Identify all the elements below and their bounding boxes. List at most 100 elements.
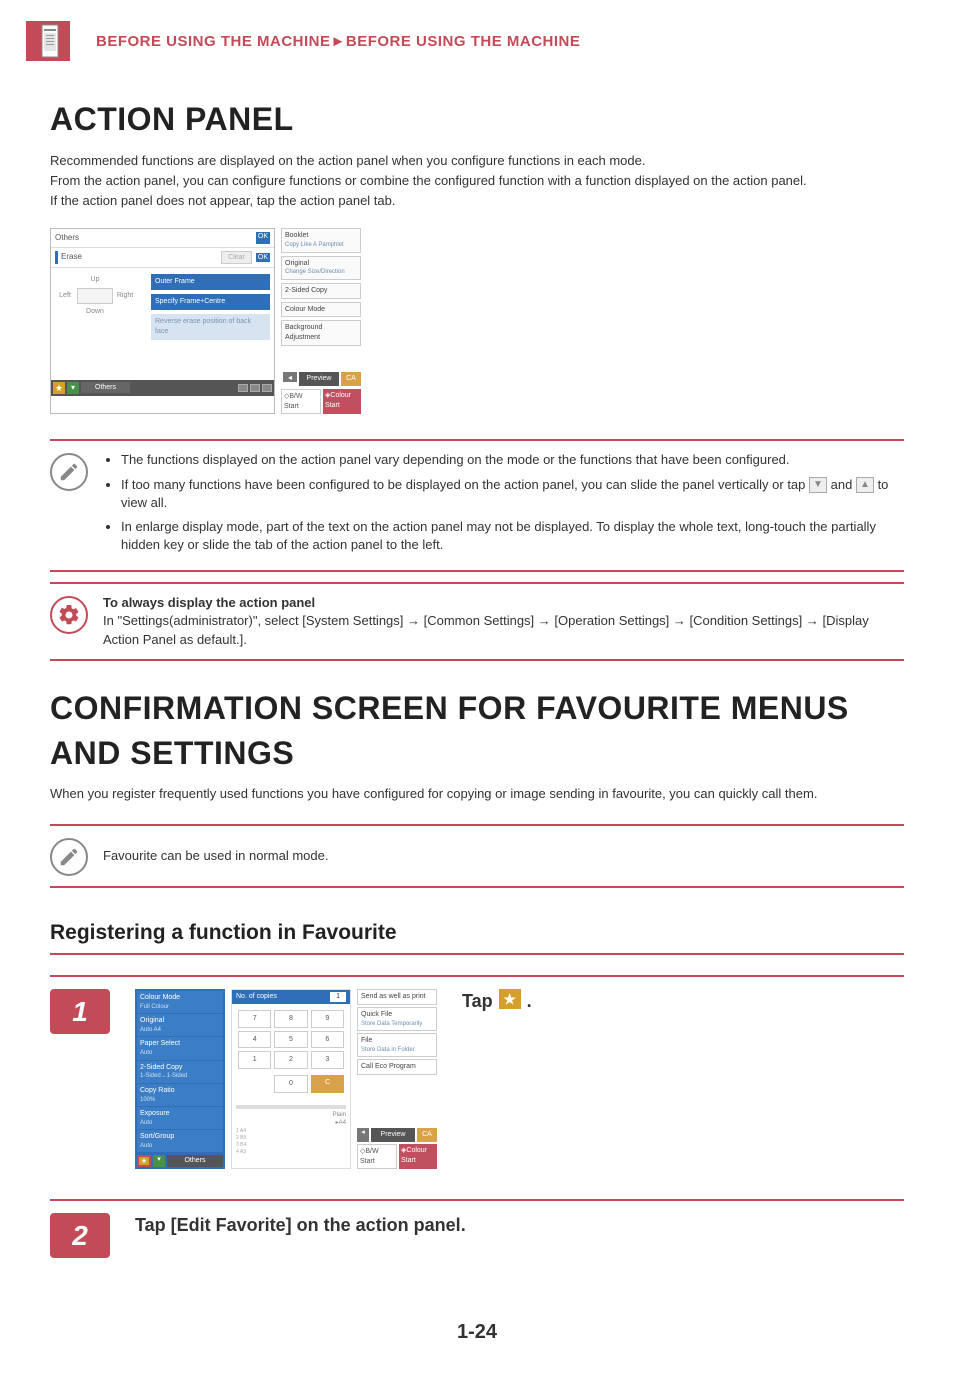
key-2[interactable]: 2: [274, 1051, 307, 1069]
row-value: Full Colour: [140, 1003, 220, 1011]
row-exposure[interactable]: ExposureAuto: [137, 1107, 223, 1129]
breadcrumb: BEFORE USING THE MACHINE►BEFORE USING TH…: [96, 31, 580, 52]
outer-frame-button[interactable]: Outer Frame: [151, 274, 270, 290]
clr-label: Colour: [406, 1147, 427, 1154]
erase-diagram: Up Left Right Down: [55, 274, 145, 339]
chevron-down-icon[interactable]: ▾: [67, 382, 79, 394]
header-bar: BEFORE USING THE MACHINE►BEFORE USING TH…: [0, 0, 954, 72]
ap-item-2sided[interactable]: 2-Sided Copy: [281, 283, 361, 299]
row-2sided[interactable]: 2-Sided Copy1-Sided→1-Sided: [137, 1061, 223, 1083]
key-6[interactable]: 6: [311, 1031, 344, 1049]
tray-info: Plain▸A4 1 A4 2 B5 3 B4 4 A3: [232, 1099, 350, 1160]
clear-button[interactable]: Clear: [221, 251, 252, 265]
ap-item-send[interactable]: Send as well as print: [357, 989, 437, 1005]
key-9[interactable]: 9: [311, 1010, 344, 1028]
favourite-star-icon-highlighted[interactable]: ★: [137, 1155, 151, 1167]
note3-body: Favourite can be used in normal mode.: [103, 847, 328, 865]
arrow-up-icon[interactable]: ▲: [856, 477, 874, 493]
section1-intro: Recommended functions are displayed on t…: [50, 152, 904, 211]
ap-item-original[interactable]: Original Change Size/Direction: [281, 256, 361, 280]
pencil-icon: [50, 838, 88, 876]
breadcrumb-sep: ►: [331, 33, 346, 50]
breadcrumb-right: BEFORE USING THE MACHINE: [346, 33, 581, 50]
ok-button-2[interactable]: OK: [256, 253, 270, 263]
slide-handle-icon[interactable]: ◂: [283, 372, 297, 382]
step1-text: Tap ★ .: [462, 989, 904, 1014]
intro-p1: Recommended functions are displayed on t…: [50, 152, 904, 170]
arrow-down-icon[interactable]: ▼: [809, 477, 827, 493]
note-info-1: The functions displayed on the action pa…: [50, 439, 904, 572]
page-number: 1-24: [50, 1318, 904, 1346]
ap-item-eco[interactable]: Call Eco Program: [357, 1059, 437, 1075]
colour-start-button[interactable]: ◈ColourStart: [323, 389, 361, 415]
ap-item-quickfile[interactable]: Quick FileStore Data Temporarily: [357, 1007, 437, 1031]
star-icon: ★: [499, 989, 521, 1009]
others-tab[interactable]: Others: [81, 382, 130, 394]
clr-sub: Start: [325, 402, 340, 409]
figure-left-panel: Others OK Erase Clear OK Up Left Right: [50, 228, 275, 414]
row-paper[interactable]: Paper SelectAuto: [137, 1037, 223, 1059]
row-colour-mode[interactable]: Colour ModeFull Colour: [137, 991, 223, 1013]
bw-start-button[interactable]: ◇B/WStart: [281, 389, 321, 415]
row-title: 2-Sided Copy: [140, 1064, 182, 1071]
note1-li2-b: and: [831, 477, 856, 492]
row-title: Original: [140, 1017, 164, 1024]
ap-item-file[interactable]: FileStore Data in Folder: [357, 1033, 437, 1057]
preview-button[interactable]: Preview: [299, 372, 339, 386]
specify-frame-button[interactable]: Specify Frame+Centre: [151, 294, 270, 310]
step1-keypad-panel: No. of copies1 7 8 9 4 5 6 1 2 3 0: [231, 989, 351, 1169]
section2-title: CONFIRMATION SCREEN FOR FAVOURITE MENUS …: [50, 686, 904, 776]
footer-thumbs: [238, 384, 272, 392]
key-3[interactable]: 3: [311, 1051, 344, 1069]
bw-sub: Start: [284, 403, 299, 410]
section1-title: ACTION PANEL: [50, 97, 904, 142]
row-original[interactable]: OriginalAuto A4: [137, 1014, 223, 1036]
row-value: Auto: [140, 1142, 220, 1150]
ap-item-colour[interactable]: Colour Mode: [281, 302, 361, 318]
bw-label: B/W: [289, 393, 302, 400]
bw-sub: Start: [360, 1158, 375, 1165]
clr-sub: Start: [401, 1157, 416, 1164]
key-0[interactable]: 0: [274, 1075, 309, 1093]
row-value: Auto: [140, 1049, 220, 1057]
pencil-icon: [50, 453, 88, 491]
subheading-register: Registering a function in Favourite: [50, 918, 904, 955]
bw-label: B/W: [365, 1148, 378, 1155]
others-tab[interactable]: Others: [167, 1155, 223, 1167]
ap-item-title: Quick File: [361, 1011, 392, 1018]
row-ratio[interactable]: Copy Ratio100%: [137, 1084, 223, 1106]
bw-start-button[interactable]: ◇B/WStart: [357, 1144, 397, 1170]
machine-icon: [20, 20, 76, 62]
ap-item-title: File: [361, 1037, 372, 1044]
left-label: Left: [59, 291, 71, 301]
copies-label: No. of copies: [236, 992, 277, 1002]
ca-button[interactable]: CA: [417, 1128, 437, 1142]
key-5[interactable]: 5: [274, 1031, 307, 1049]
key-8[interactable]: 8: [274, 1010, 307, 1028]
preview-button[interactable]: Preview: [371, 1128, 415, 1142]
note2-body: In "Settings(administrator)", select [Sy…: [103, 613, 869, 646]
key-1[interactable]: 1: [238, 1051, 271, 1069]
note1-li2: If too many functions have been configur…: [121, 476, 904, 512]
key-7[interactable]: 7: [238, 1010, 271, 1028]
note1-li2-a: If too many functions have been configur…: [121, 477, 809, 492]
ap-item-background[interactable]: Background Adjustment: [281, 320, 361, 346]
row-title: Copy Ratio: [140, 1087, 175, 1094]
ok-button[interactable]: OK: [256, 232, 270, 243]
step1-right-panel: Send as well as print Quick FileStore Da…: [357, 989, 437, 1169]
slide-handle-icon[interactable]: ◂: [357, 1128, 369, 1142]
key-4[interactable]: 4: [238, 1031, 271, 1049]
reverse-erase-button[interactable]: Reverse erase position of back face: [151, 314, 270, 340]
row-value: 1-Sided→1-Sided: [140, 1072, 220, 1080]
step-number-1: 1: [50, 989, 110, 1034]
row-sort[interactable]: Sort/GroupAuto: [137, 1130, 223, 1152]
key-c[interactable]: C: [311, 1075, 344, 1093]
colour-start-button[interactable]: ◈ColourStart: [399, 1144, 437, 1170]
ap-item-booklet[interactable]: Booklet Copy Like A Pamphlet: [281, 228, 361, 252]
section2-intro: When you register frequently used functi…: [50, 785, 904, 803]
row-value: Auto: [140, 1119, 220, 1127]
chevron-down-icon[interactable]: ▾: [153, 1155, 165, 1167]
ca-button[interactable]: CA: [341, 372, 361, 386]
down-label: Down: [86, 307, 104, 317]
favourite-star-icon[interactable]: ★: [53, 382, 65, 394]
